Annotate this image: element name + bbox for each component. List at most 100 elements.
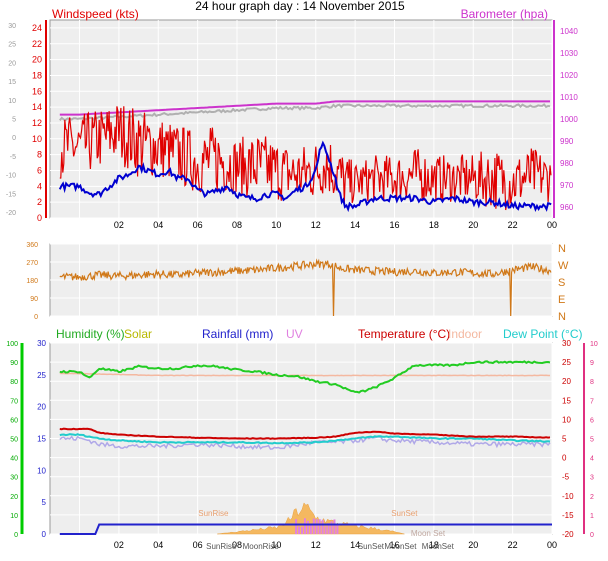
sun-moon-label: MoonSet <box>384 542 417 551</box>
uv-tick-label: 4 <box>590 456 594 463</box>
temp-tick-label: -5 <box>562 473 570 482</box>
direction-series <box>59 258 552 317</box>
outer-tick-label: 5 <box>12 117 16 124</box>
humidity-tick-label: 0 <box>14 532 18 539</box>
uv-legend: UV <box>286 327 303 341</box>
wind-tick-label: 20 <box>32 55 42 65</box>
humidity-tick-label: 50 <box>10 437 18 444</box>
uv-tick-label: 9 <box>590 360 594 367</box>
rain-tick-label: 25 <box>37 371 46 380</box>
wind-series <box>58 100 552 213</box>
uv-tick-label: 6 <box>590 417 594 424</box>
x-tick-label: 22 <box>508 220 518 230</box>
x-tick-label: 02 <box>114 540 124 550</box>
weather-axis-ticks: 302520151050-5-10-15-2030252015105010090… <box>6 339 598 550</box>
temp-tick-label: -15 <box>562 511 574 520</box>
x-tick-label: 02 <box>114 220 124 230</box>
outer-tick-label: -5 <box>10 154 16 161</box>
sun-moon-label: SunRise <box>198 509 229 518</box>
barometer-grey-trace <box>59 103 551 121</box>
compass-label: W <box>558 260 569 272</box>
x-tick-label: 04 <box>153 220 163 230</box>
direction-tick-label: 270 <box>26 260 38 267</box>
barometer-legend: Barometer (hpa) <box>461 7 548 21</box>
wind-tick-label: 22 <box>32 39 42 49</box>
direction-tick-label: 360 <box>26 242 38 249</box>
x-tick-label: 04 <box>153 540 163 550</box>
humidity-line <box>59 360 551 394</box>
outer-tick-label: 15 <box>8 79 16 86</box>
temp-tick-label: -10 <box>562 492 574 501</box>
temperature-line <box>59 427 551 440</box>
x-tick-label: 14 <box>350 540 360 550</box>
rain-tick-label: 20 <box>37 403 46 412</box>
x-tick-label: 00 <box>547 220 557 230</box>
rain-tick-label: 30 <box>37 339 46 348</box>
rainfall-legend: Rainfall (mm) <box>202 327 273 341</box>
temp-tick-label: 0 <box>562 454 567 463</box>
rain-tick-label: 10 <box>37 466 46 475</box>
temp-tick-label: 10 <box>562 415 571 424</box>
wind-tick-label: 10 <box>32 134 42 144</box>
temp-tick-label: 5 <box>562 435 567 444</box>
temp-tick-label: 30 <box>562 339 571 348</box>
x-tick-label: 16 <box>390 540 400 550</box>
x-tick-label: 00 <box>547 540 557 550</box>
compass-label: N <box>558 311 566 323</box>
temp-tick-label: 25 <box>562 358 571 367</box>
wind-tick-label: 0 <box>37 213 42 223</box>
rain-tick-label: 5 <box>42 498 47 507</box>
x-tick-label: 10 <box>271 540 281 550</box>
wind-tick-label: 8 <box>37 150 42 160</box>
solar-legend: Solar <box>124 327 152 341</box>
humidity-tick-label: 30 <box>10 475 18 482</box>
baro-tick-label: 970 <box>560 181 574 190</box>
wind-panel: Windspeed (kts) Barometer (hpa) 24222018… <box>6 7 578 230</box>
indoor-legend: Indoor <box>448 327 482 341</box>
direction-tick-label: 0 <box>34 314 38 321</box>
wind-tick-label: 2 <box>37 197 42 207</box>
baro-tick-label: 1040 <box>560 27 578 36</box>
humidity-tick-label: 70 <box>10 398 18 405</box>
x-tick-label: 12 <box>311 220 321 230</box>
sun-moon-label: MoonSet <box>422 542 455 551</box>
wind-tick-label: 24 <box>32 23 42 33</box>
x-tick-label: 08 <box>232 220 242 230</box>
x-tick-label: 18 <box>429 220 439 230</box>
wind-tick-label: 4 <box>37 181 42 191</box>
wind-tick-label: 14 <box>32 102 42 112</box>
average-wind-line <box>58 140 552 213</box>
x-tick-label: 16 <box>390 220 400 230</box>
baro-tick-label: 1010 <box>560 93 578 102</box>
humidity-tick-label: 20 <box>10 494 18 501</box>
windspeed-legend: Windspeed (kts) <box>52 7 139 21</box>
temp-tick-label: 20 <box>562 377 571 386</box>
uv-tick-label: 0 <box>590 532 594 539</box>
baro-tick-label: 960 <box>560 203 574 212</box>
temp-tick-label: 15 <box>562 396 571 405</box>
x-tick-label: 18 <box>429 540 439 550</box>
wind-tick-label: 18 <box>32 70 42 80</box>
uv-tick-label: 8 <box>590 379 594 386</box>
humidity-tick-label: 100 <box>6 341 18 348</box>
wind-direction-line <box>59 258 552 317</box>
baro-tick-label: 1000 <box>560 115 578 124</box>
outer-tick-label: 10 <box>8 98 16 105</box>
baro-tick-label: 1030 <box>560 49 578 58</box>
x-tick-label: 22 <box>508 540 518 550</box>
sun-moon-annotations: SunRise SunSet Moon Set SunRise MoonRise SunS… <box>198 509 454 551</box>
weather-panel: Humidity (%) Solar Rainfall (mm) UV Temp… <box>6 327 598 551</box>
x-tick-label: 06 <box>193 540 203 550</box>
sun-moon-label: Moon Set <box>411 529 446 538</box>
gust-line <box>59 106 552 211</box>
sun-moon-label: MoonRise <box>243 542 280 551</box>
wind-plot-area <box>49 19 553 219</box>
compass-label: N <box>558 243 566 255</box>
uv-tick-label: 7 <box>590 398 594 405</box>
humidity-tick-label: 60 <box>10 417 18 424</box>
direction-grid <box>50 243 553 317</box>
sun-moon-label: SunSet <box>358 542 385 551</box>
wind-tick-label: 16 <box>32 86 42 96</box>
